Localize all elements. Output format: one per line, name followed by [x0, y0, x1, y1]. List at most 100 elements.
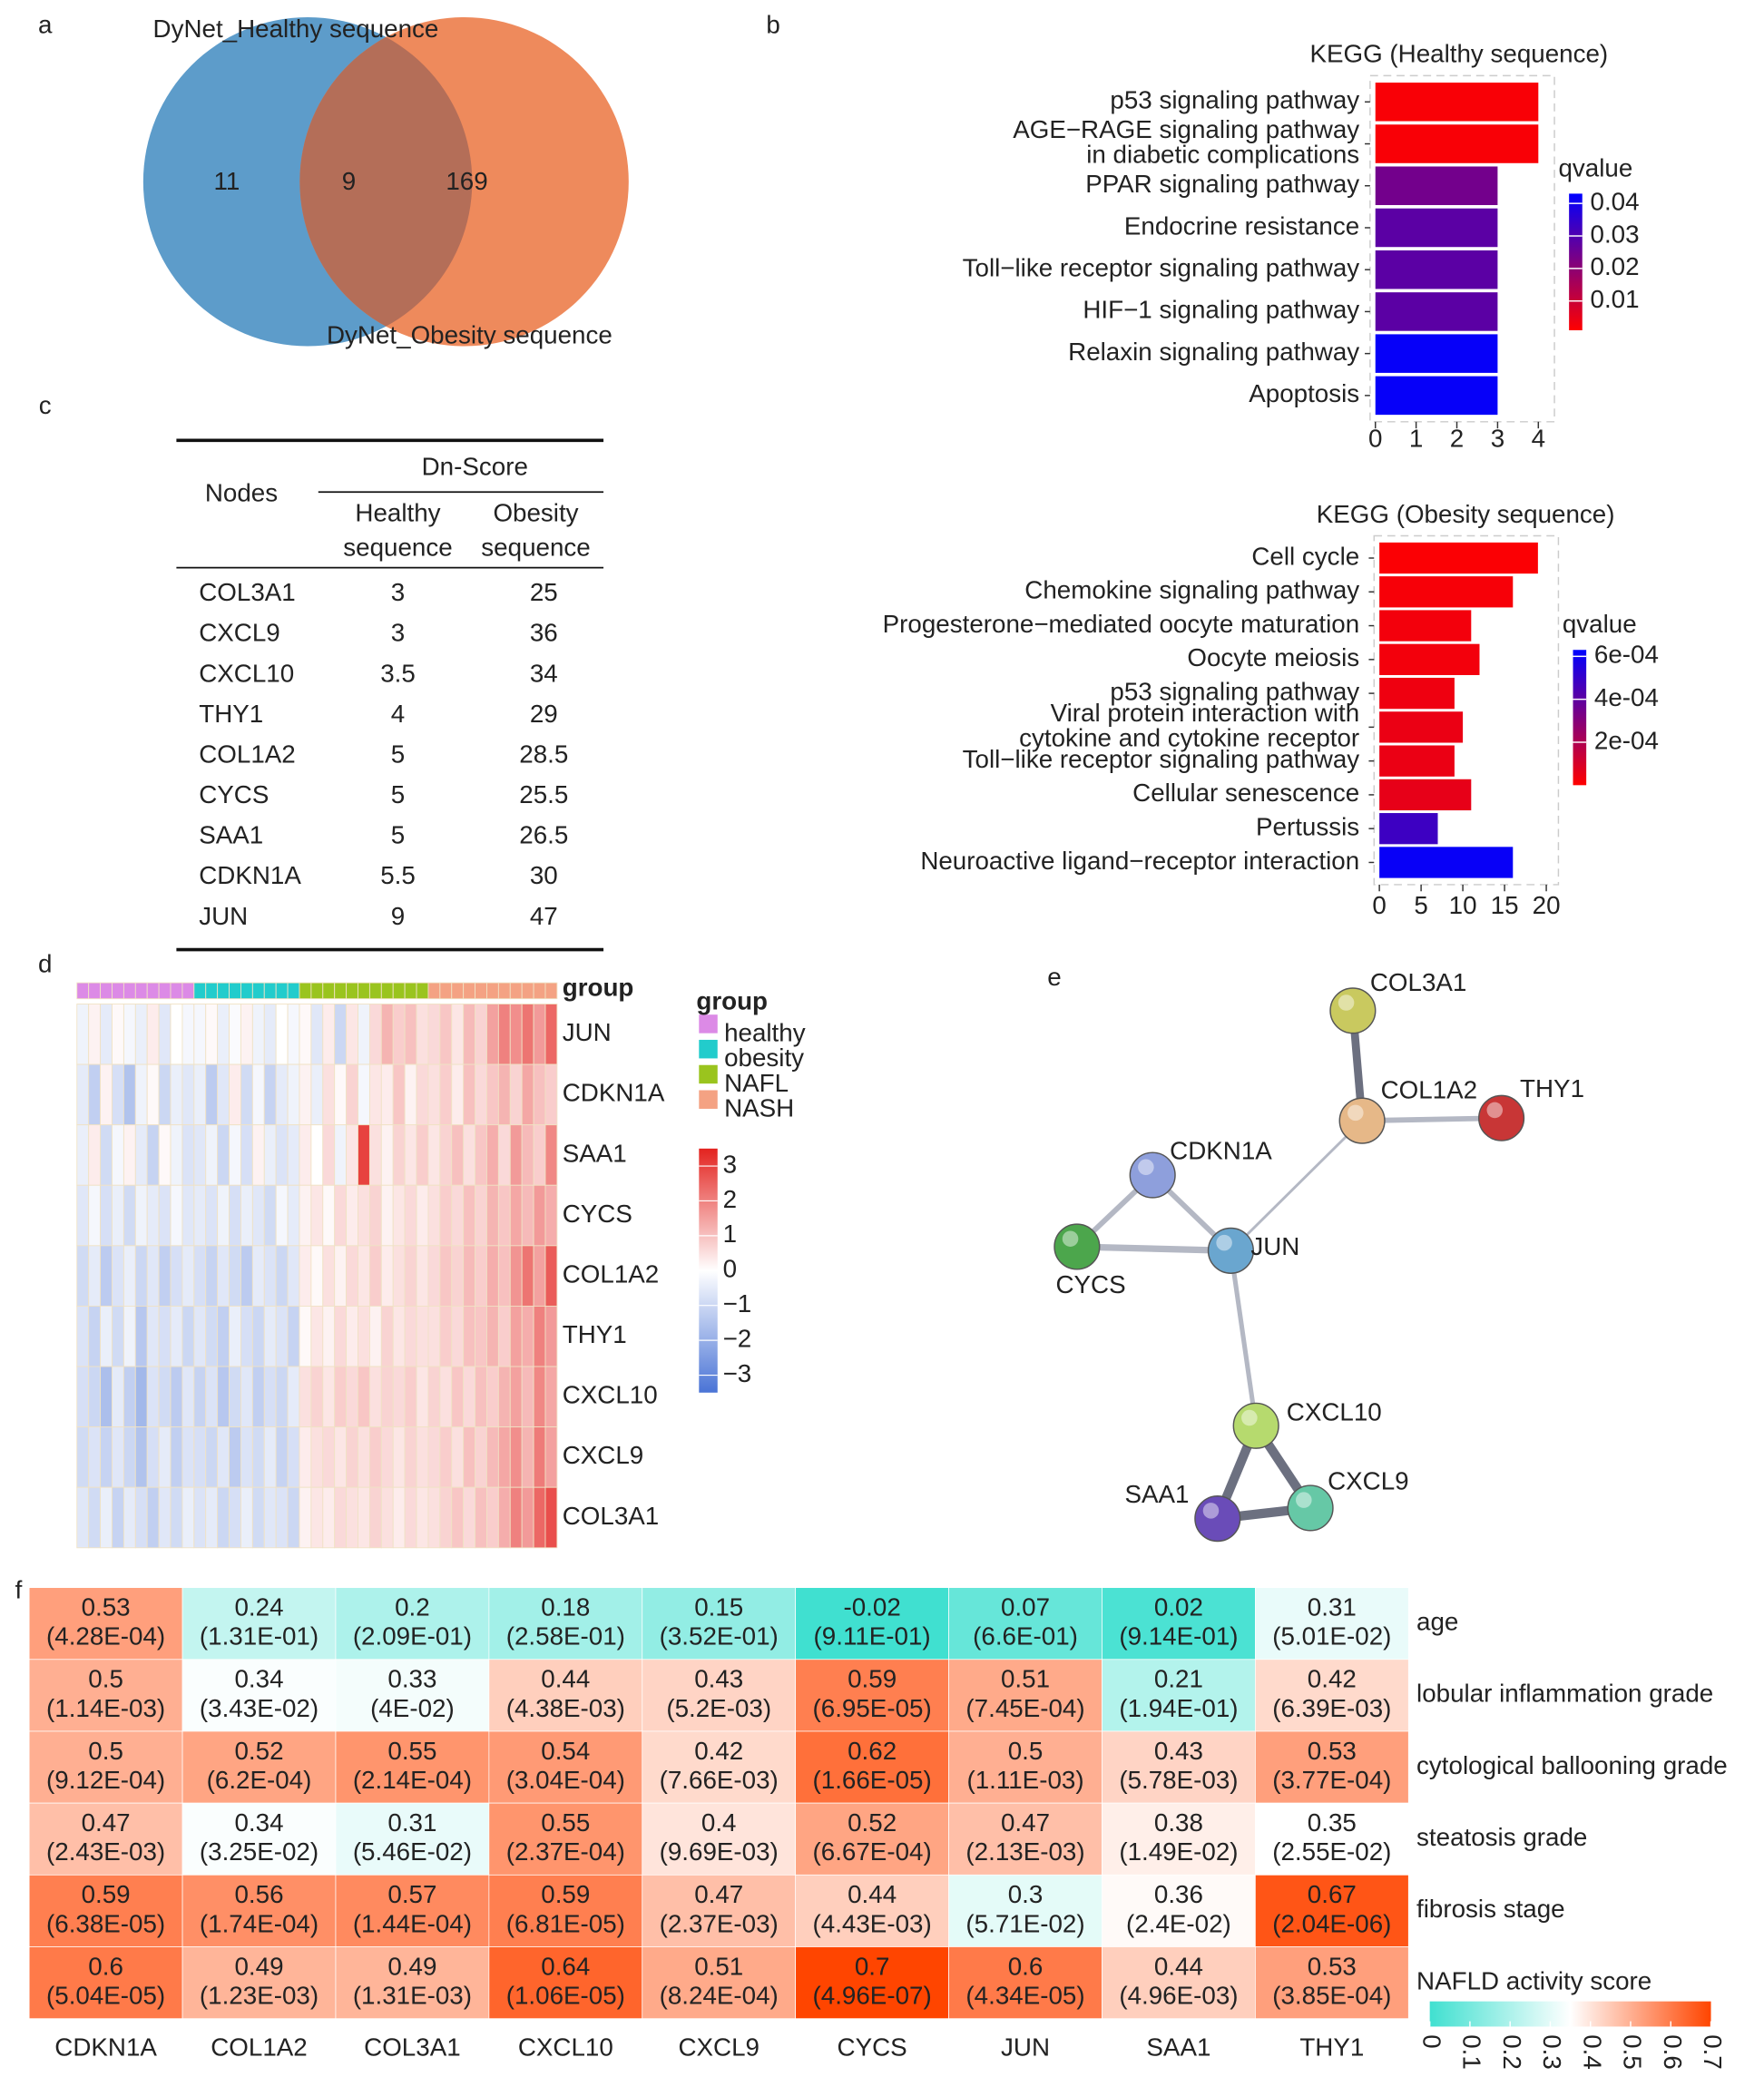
network-node: [1338, 1097, 1386, 1144]
table-cell: CXCL10: [199, 659, 294, 687]
network-label: THY1: [1520, 1074, 1584, 1102]
group-annotation: [287, 982, 300, 1000]
colorbar-title: qvalue: [1563, 610, 1637, 638]
heatmap-cell: [158, 1063, 172, 1126]
table-cell: 28.5: [519, 740, 568, 768]
cell-value: 0.53: [82, 1592, 131, 1621]
heatmap-cell: [368, 1305, 382, 1367]
heatmap-cell: [240, 1366, 253, 1428]
heatmap-cell: [146, 1004, 160, 1065]
network-edge: [1076, 1243, 1231, 1255]
group-annotation: [368, 982, 382, 1000]
heatmap-cell: [463, 1426, 475, 1488]
heatmap-cell: [251, 1245, 265, 1307]
heatmap-cell: [948, 1587, 1102, 1661]
heatmap-cell: [439, 1004, 453, 1065]
heatmap-cell: [263, 1426, 277, 1488]
table-header: Dn-Score: [422, 452, 528, 480]
heatmap-cell: [158, 1245, 172, 1307]
cell-pvalue: (2.55E-02): [1272, 1837, 1391, 1866]
heatmap-cell: [240, 1245, 253, 1307]
heatmap-cell: [521, 1184, 534, 1247]
heatmap-cell: [76, 1004, 90, 1065]
cell-value: 0.55: [387, 1737, 436, 1765]
heatmap-cell: [122, 1184, 136, 1247]
heatmap-cell: [427, 1063, 441, 1126]
legend-label: healthy: [724, 1018, 806, 1046]
heatmap-cell: [533, 1486, 546, 1549]
heatmap-cell: [134, 1366, 148, 1428]
row-label: CXCL9: [563, 1441, 644, 1469]
heatmap-cell: [380, 1004, 394, 1065]
heatmap-cell: [28, 1802, 183, 1876]
network-label: COL3A1: [1370, 968, 1467, 996]
heatmap-cell: [28, 1730, 183, 1804]
heatmap-cell: [205, 1366, 219, 1428]
group-annotation: [475, 982, 487, 1000]
heatmap-cell: [346, 1305, 358, 1367]
heatmap-cell: [404, 1305, 417, 1367]
heatmap-cell: [193, 1426, 207, 1488]
group-annotation: [322, 982, 336, 1000]
cell-value: 0.42: [1308, 1665, 1357, 1693]
cell-value: 0.44: [541, 1665, 590, 1693]
cell-value: -0.02: [843, 1592, 900, 1621]
heatmap-cell: [146, 1063, 160, 1126]
heatmap-cell: [275, 1426, 289, 1488]
heatmap-cell: [158, 1004, 172, 1065]
heatmap-cell: [346, 1366, 358, 1428]
cell-pvalue: (1.31E-03): [353, 1981, 472, 2009]
heatmap-cell: [287, 1184, 300, 1247]
heatmap-cell: [427, 1366, 441, 1428]
heatmap-cell: [416, 1184, 429, 1247]
heatmap-cell: [205, 1245, 219, 1307]
group-annotation: [497, 982, 511, 1000]
heatmap-cell: [158, 1305, 172, 1367]
heatmap-cell: [392, 1184, 406, 1247]
heatmap-cell: [251, 1486, 265, 1549]
heatmap-cell: [76, 1245, 90, 1307]
cell-pvalue: (9.69E-03): [660, 1837, 779, 1866]
heatmap-cell: [544, 1305, 558, 1367]
group-annotation: [100, 982, 113, 1000]
panel-label: c: [39, 391, 52, 419]
heatmap-cell: [158, 1426, 172, 1488]
heatmap-cell: [122, 1486, 136, 1549]
network-node: [1129, 1151, 1176, 1199]
network-label: CYCS: [1055, 1270, 1125, 1298]
x-tick-label: COL1A2: [211, 2033, 308, 2062]
group-annotation: [146, 982, 160, 1000]
heatmap-cell: [346, 1004, 358, 1065]
heatmap-cell: [181, 1802, 337, 1876]
table-cell: COL1A2: [199, 740, 295, 768]
heatmap-cell: [475, 1366, 487, 1428]
cell-value: 0.59: [82, 1880, 131, 1908]
y-tick-label: Oocyte meiosis: [1187, 643, 1359, 671]
network-edge: [1228, 1250, 1259, 1426]
heatmap-cell: [463, 1245, 475, 1307]
cell-pvalue: (2.58E-01): [506, 1622, 625, 1651]
heatmap-cell: [275, 1305, 289, 1367]
heatmap-cell: [521, 1366, 534, 1428]
heatmap-cell: [181, 1366, 195, 1428]
heatmap-cell: [439, 1486, 453, 1549]
colorbar-tick-label: 1: [723, 1220, 737, 1248]
heatmap-cell: [28, 1946, 183, 2020]
heatmap-cell: [205, 1486, 219, 1549]
heatmap-cell: [642, 1946, 797, 2020]
cell-pvalue: (1.14E-03): [46, 1694, 165, 1722]
heatmap-cell: [146, 1184, 160, 1247]
heatmap-cell: [358, 1305, 370, 1367]
group-annotation: [521, 982, 534, 1000]
heatmap-cell: [193, 1486, 207, 1549]
heatmap-cell: [100, 1004, 113, 1065]
group-annotation: [263, 982, 277, 1000]
node-highlight: [1486, 1102, 1504, 1119]
heatmap-cell: [509, 1426, 523, 1488]
heatmap-cell: [497, 1366, 511, 1428]
heatmap-cell: [229, 1245, 241, 1307]
heatmap-cell: [439, 1184, 453, 1247]
bar: [1375, 250, 1498, 289]
heatmap-cell: [335, 1730, 490, 1804]
heatmap-cell: [251, 1004, 265, 1065]
